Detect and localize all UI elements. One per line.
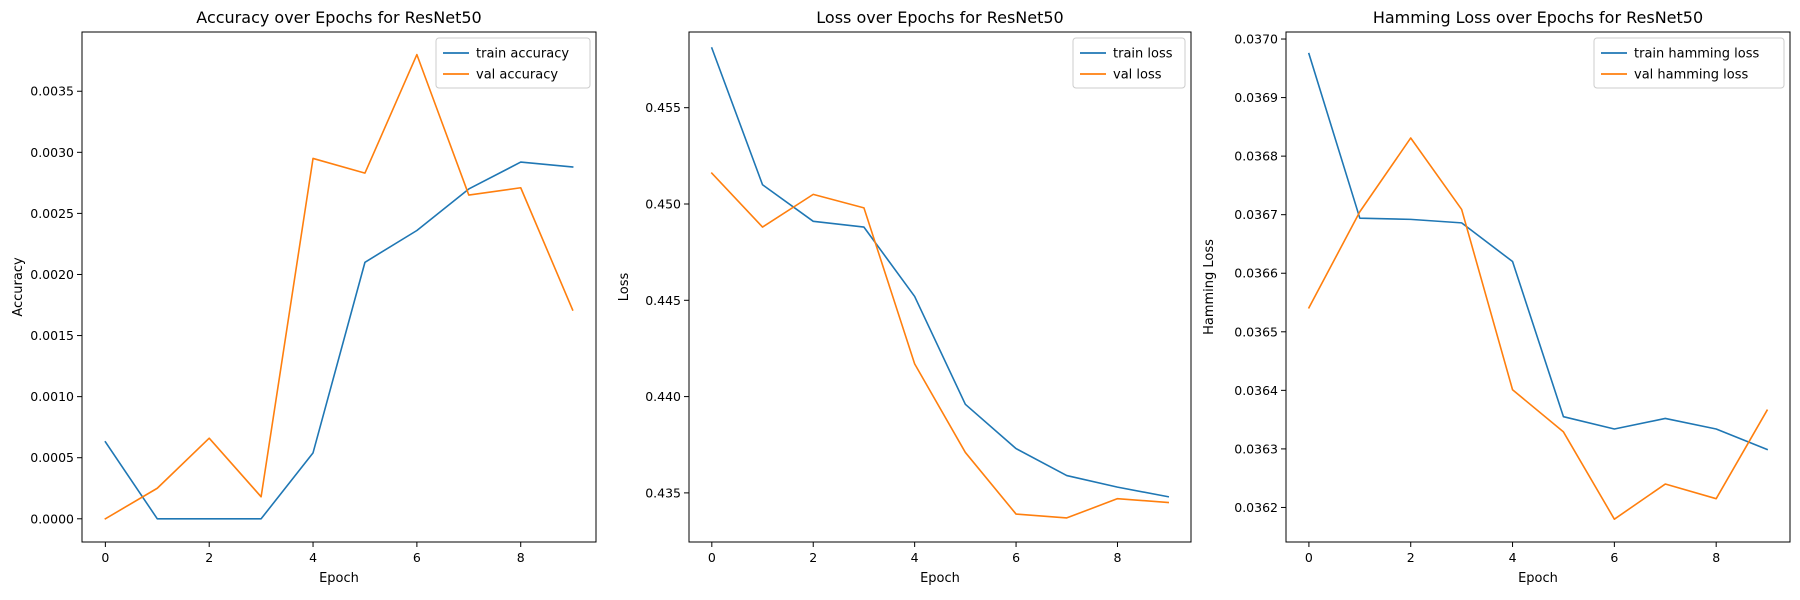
y-axis-label: Loss	[617, 273, 632, 302]
y-axis-label: Hamming Loss	[1202, 239, 1217, 335]
legend-label: train loss	[1113, 47, 1173, 62]
x-tick-label: 8	[1113, 550, 1121, 565]
subplot-3: Hamming Loss over Epochs for ResNet50 0 2 4…	[1202, 8, 1791, 586]
legend: train hamming loss val hamming loss	[1593, 37, 1785, 89]
y-tick-label: 0.440	[645, 389, 681, 404]
x-tick-label: 2	[809, 550, 817, 565]
y-tick-label: 0.0020	[30, 267, 74, 282]
y-tick-label: 0.0364	[1234, 383, 1278, 398]
legend: train loss val loss	[1072, 37, 1186, 89]
legend-label: val hamming loss	[1634, 68, 1749, 83]
series-line-val-loss	[710, 172, 1170, 519]
series-line-train-accuracy	[104, 161, 574, 520]
plot-frame	[688, 31, 1192, 543]
series-line-val-hamming-loss	[1307, 137, 1769, 520]
y-tick-label: 0.0015	[30, 328, 74, 343]
y-tick-label: 0.0035	[30, 84, 74, 99]
subplot-2: Loss over Epochs for ResNet50 0 2 4 6 8 0.435 0…	[617, 8, 1192, 586]
series-line-val-accuracy	[104, 53, 574, 520]
x-tick-label: 4	[1509, 550, 1517, 565]
y-tick-label: 0.435	[645, 485, 681, 500]
y-axis-label: Accuracy	[11, 257, 26, 317]
x-axis-label: Epoch	[1518, 571, 1558, 586]
y-tick-label: 0.0365	[1234, 324, 1278, 339]
y-tick-label: 0.0368	[1234, 149, 1278, 164]
y-tick-label: 0.0025	[30, 206, 74, 221]
legend-label: val accuracy	[476, 68, 558, 83]
legend-label: val loss	[1113, 68, 1162, 83]
subplot-1: Accuracy over Epochs for ResNet50 0 2 4 6 8 0.…	[11, 8, 597, 586]
legend-label: train hamming loss	[1634, 47, 1759, 62]
plot-frame	[81, 31, 597, 543]
legend-box	[1593, 37, 1785, 89]
x-tick-label: 0	[1305, 550, 1313, 565]
legend-box	[435, 37, 591, 89]
x-tick-label: 8	[1712, 550, 1720, 565]
chart-title: Hamming Loss over Epochs for ResNet50	[1373, 8, 1703, 27]
x-tick-label: 4	[309, 550, 317, 565]
y-tick-label: 0.0000	[30, 511, 74, 526]
series-line-train-hamming-loss	[1307, 52, 1769, 451]
x-tick-label: 6	[1610, 550, 1618, 565]
chart-title: Accuracy over Epochs for ResNet50	[196, 8, 481, 27]
x-tick-label: 2	[205, 550, 213, 565]
plot-frame	[1285, 31, 1791, 543]
y-tick-label: 0.0005	[30, 450, 74, 465]
y-tick-label: 0.0030	[30, 145, 74, 160]
chart-title: Loss over Epochs for ResNet50	[816, 8, 1063, 27]
x-tick-label: 0	[101, 550, 109, 565]
y-tick-label: 0.450	[645, 196, 681, 211]
y-tick-label: 0.0362	[1234, 500, 1278, 515]
y-tick-label: 0.0367	[1234, 207, 1278, 222]
x-tick-label: 8	[517, 550, 525, 565]
y-tick-label: 0.0366	[1234, 266, 1278, 281]
legend-label: train accuracy	[476, 47, 569, 62]
legend-box	[1072, 37, 1186, 89]
x-tick-label: 6	[413, 550, 421, 565]
x-tick-label: 4	[911, 550, 919, 565]
x-tick-label: 0	[708, 550, 716, 565]
legend: train accuracy val accuracy	[435, 37, 591, 89]
y-tick-label: 0.0363	[1234, 441, 1278, 456]
y-tick-label: 0.0370	[1234, 32, 1278, 47]
x-tick-label: 6	[1012, 550, 1020, 565]
y-tick-label: 0.0010	[30, 389, 74, 404]
series-line-train-loss	[710, 46, 1170, 498]
y-tick-label: 0.455	[645, 100, 681, 115]
x-axis-label: Epoch	[319, 571, 359, 586]
y-tick-label: 0.0369	[1234, 90, 1278, 105]
x-tick-label: 2	[1407, 550, 1415, 565]
y-tick-label: 0.445	[645, 293, 681, 308]
x-axis-label: Epoch	[920, 571, 960, 586]
